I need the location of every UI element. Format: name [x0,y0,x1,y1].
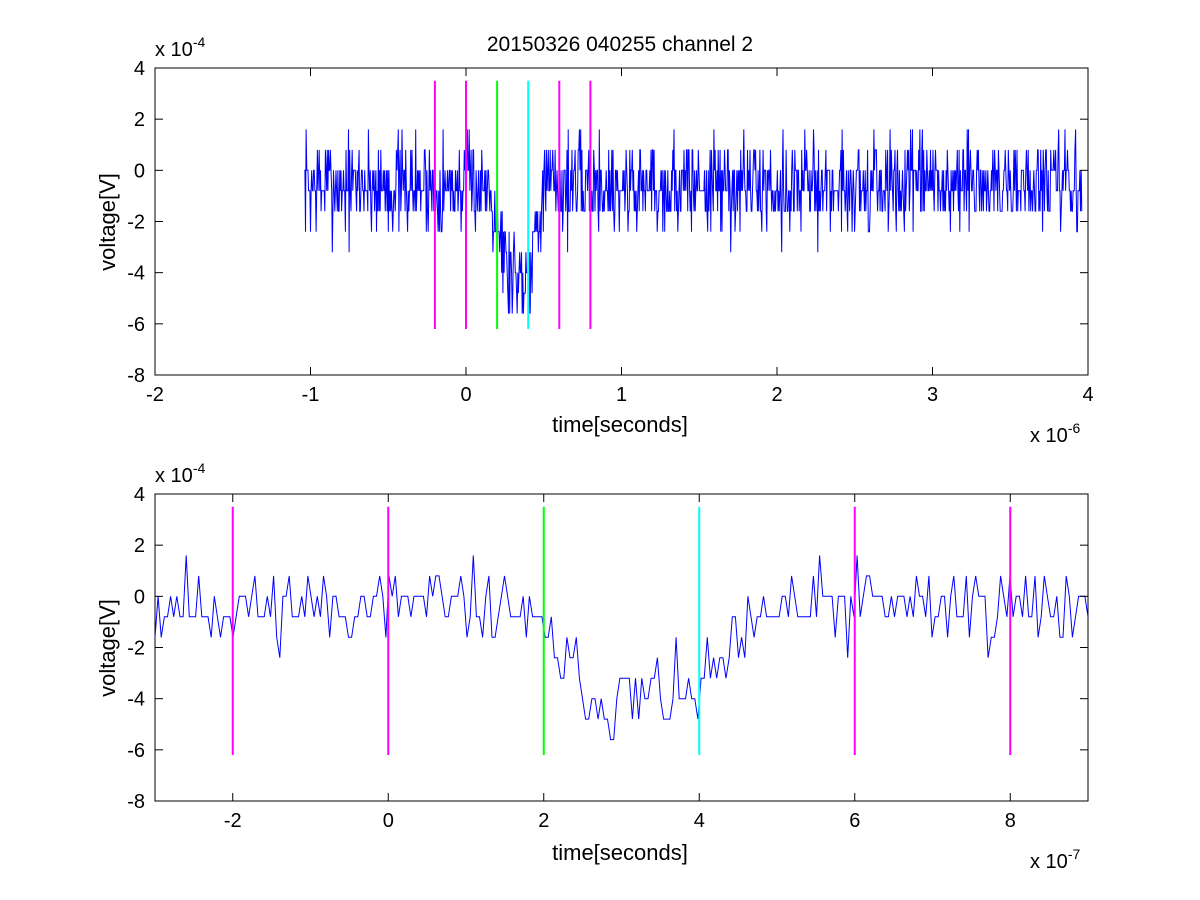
bottom-x-tick-label-3: 4 [694,810,705,832]
top-y-exponent-power: -4 [193,34,206,50]
bottom-x-exponent-base: x 10 [1030,851,1068,873]
bottom-x-tick-label-1: 0 [383,810,394,832]
top-y-tick-label-1: -6 [127,314,145,336]
bottom-x-axis-label: time[seconds] [552,840,688,865]
top-y-tick-label-2: -4 [127,263,145,285]
bottom-y-tick-label-4: 0 [134,586,145,608]
top-plot-title: 20150326 040255 channel 2 [487,33,753,56]
top-y-tick-label-6: 4 [134,58,145,80]
top-plot: 20150326 040255 channel 2 x 10-4 voltage… [95,33,1094,447]
top-x-tick-label-6: 4 [1082,384,1093,406]
top-x-exponent-power: -6 [1068,420,1081,436]
top-y-tick-label-0: -8 [127,365,145,387]
bottom-x-tick-label-2: 2 [538,810,549,832]
bottom-y-tick-label-5: 2 [134,535,145,557]
bottom-x-tick-label-5: 8 [1005,810,1016,832]
top-x-tick-label-3: 1 [616,384,627,406]
top-x-tick-label-4: 2 [771,384,782,406]
bottom-y-tick-label-1: -6 [127,740,145,762]
top-y-exponent-base: x 10 [155,39,193,61]
top-x-exponent-base: x 10 [1030,425,1068,447]
bottom-y-exponent: x 10-4 [155,460,205,487]
bottom-y-tick-label-6: 4 [134,484,145,506]
top-x-tick-label-2: 0 [460,384,471,406]
bottom-plot: x 10-4 voltage[V] time[seconds] x 10-7 -… [95,460,1089,873]
top-x-tick-label-1: -1 [302,384,320,406]
bottom-y-tick-label-3: -2 [127,638,145,660]
bottom-y-exponent-power: -4 [193,460,206,476]
bottom-y-tick-label-2: -4 [127,689,145,711]
top-x-tick-label-0: -2 [146,384,164,406]
top-y-tick-label-5: 2 [134,109,145,131]
top-x-tick-label-5: 3 [927,384,938,406]
bottom-x-tick-label-0: -2 [224,810,242,832]
bottom-y-exponent-base: x 10 [155,465,193,487]
top-y-axis-label: voltage[V] [95,173,120,271]
top-y-exponent: x 10-4 [155,34,205,61]
bottom-voltage-trace [154,555,1089,741]
bottom-x-tick-label-4: 6 [849,810,860,832]
top-y-tick-label-3: -2 [127,212,145,234]
top-y-tick-label-4: 0 [134,160,145,182]
bottom-x-exponent: x 10-7 [1030,846,1080,873]
top-x-axis-label: time[seconds] [552,412,688,437]
top-x-exponent: x 10-6 [1030,420,1080,447]
bottom-y-tick-label-0: -8 [127,791,145,813]
bottom-x-exponent-power: -7 [1068,846,1081,862]
bottom-y-axis-label: voltage[V] [95,599,120,697]
